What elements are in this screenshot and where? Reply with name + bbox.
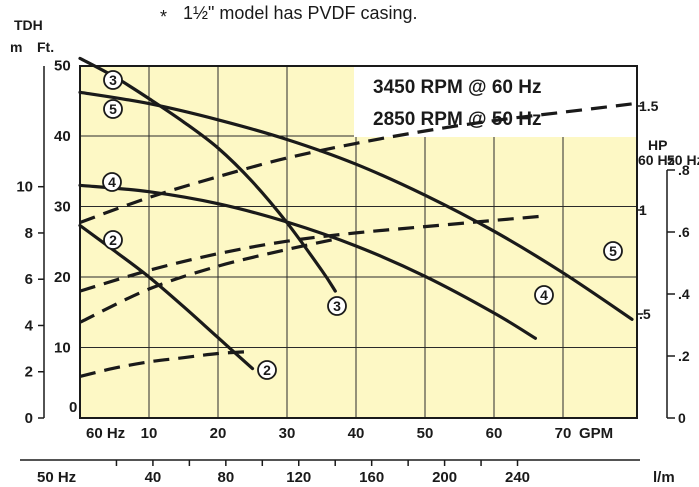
marker-circle <box>603 241 623 261</box>
marker-circle <box>103 230 123 250</box>
hp-label: HP <box>648 137 667 153</box>
power-curves <box>79 102 633 378</box>
power-curve-2 <box>79 349 253 378</box>
hp-60hz-label: 60 Hz <box>638 152 675 168</box>
curve-markers: 3 5 4 2 3 4 5 2 <box>102 70 623 380</box>
speed-label-60hz: 3450 RPM @ 60 Hz <box>373 77 542 98</box>
hp50-tick-label: .8 <box>678 162 690 178</box>
hp60-tick-label: 1 <box>639 202 647 218</box>
power-curve-3 <box>79 237 336 324</box>
hp50-tick-label: .4 <box>678 286 690 302</box>
hp60-tick-label: .5 <box>639 306 651 322</box>
speed-label-50hz: 2850 RPM @ 50 Hz <box>373 109 542 130</box>
marker-number: 4 <box>540 287 548 303</box>
marker-number: 5 <box>109 101 117 117</box>
gpm-tick-label: 20 <box>210 425 227 442</box>
meters-tick-label: 4 <box>25 317 34 334</box>
meters-tick-label: 8 <box>25 225 33 242</box>
marker-5: 5 <box>603 241 623 261</box>
lpm-tick-label: 240 <box>505 469 530 486</box>
head-curve-3 <box>78 56 337 293</box>
marker-number: 3 <box>333 298 341 314</box>
gpm-tick-label: 10 <box>141 425 158 442</box>
feet-tick-label: 20 <box>54 269 71 286</box>
marker-circle <box>103 70 123 90</box>
lpm-tick-label: 200 <box>432 469 457 486</box>
hp50-tick-label: .2 <box>678 348 690 364</box>
feet-tick-label: 0 <box>69 399 77 416</box>
feet-tick-label: 10 <box>54 340 71 357</box>
gpm-tick-label: 70 <box>555 425 572 442</box>
unit-m-label: m <box>10 39 22 55</box>
plot-border <box>79 65 638 419</box>
head-curve-5 <box>78 90 634 321</box>
marker-3: 3 <box>327 296 347 316</box>
gpm-tick-label: 50 <box>417 425 434 442</box>
gpm-tick-label: 30 <box>279 425 296 442</box>
unit-ft-label: Ft. <box>37 39 54 55</box>
marker-4: 4 <box>534 285 554 305</box>
lpm-tick-label: 40 <box>145 469 162 486</box>
gpm-axis-unit: GPM <box>579 425 613 442</box>
tdh-label: TDH <box>14 17 43 33</box>
marker-3: 3 <box>103 70 123 90</box>
marker-2: 2 <box>103 230 123 250</box>
marker-number: 2 <box>263 362 271 378</box>
lpm-axis-hz-label: 50 Hz <box>37 469 76 486</box>
gpm-tick-label: 40 <box>348 425 365 442</box>
lpm-axis-unit: l/m <box>653 469 675 486</box>
gpm-axis-hz-label: 60 Hz <box>86 425 125 442</box>
meters-tick-label: 10 <box>16 179 33 196</box>
meters-tick-label: 6 <box>25 271 33 288</box>
lpm-tick-label: 120 <box>286 469 311 486</box>
pvdf-note: 1½" model has PVDF casing. <box>183 3 418 23</box>
marker-circle <box>103 99 123 119</box>
head-curve-4 <box>78 183 537 340</box>
marker-circle <box>327 296 347 316</box>
hp-50hz-label: 50 Hz <box>667 152 699 168</box>
hp50-tick-label: .6 <box>678 224 690 240</box>
marker-4: 4 <box>102 172 122 192</box>
speed-box <box>354 66 637 137</box>
marker-circle <box>534 285 554 305</box>
hp50-tick-label: 0 <box>678 410 686 426</box>
marker-circle <box>257 360 277 380</box>
marker-number: 5 <box>609 243 617 259</box>
marker-2: 2 <box>257 360 277 380</box>
marker-number: 4 <box>108 174 116 190</box>
note-marker: * <box>160 7 167 27</box>
marker-number: 3 <box>109 72 117 88</box>
meters-tick-label: 0 <box>25 410 33 427</box>
plot-area-left <box>80 66 354 418</box>
feet-tick-label: 30 <box>54 199 71 216</box>
marker-circle <box>102 172 122 192</box>
feet-tick-label: 50 <box>54 58 71 75</box>
lpm-tick-label: 80 <box>217 469 234 486</box>
hp60-tick-label: 1.5 <box>639 98 659 114</box>
lpm-tick-label: 160 <box>359 469 384 486</box>
marker-5: 5 <box>103 99 123 119</box>
head-curves <box>78 56 634 371</box>
gpm-tick-label: 60 <box>486 425 503 442</box>
marker-number: 2 <box>109 232 117 248</box>
feet-tick-label: 40 <box>54 128 71 145</box>
power-curve-4 <box>79 214 543 293</box>
power-curve-5 <box>79 102 633 225</box>
meters-tick-label: 2 <box>25 364 33 381</box>
